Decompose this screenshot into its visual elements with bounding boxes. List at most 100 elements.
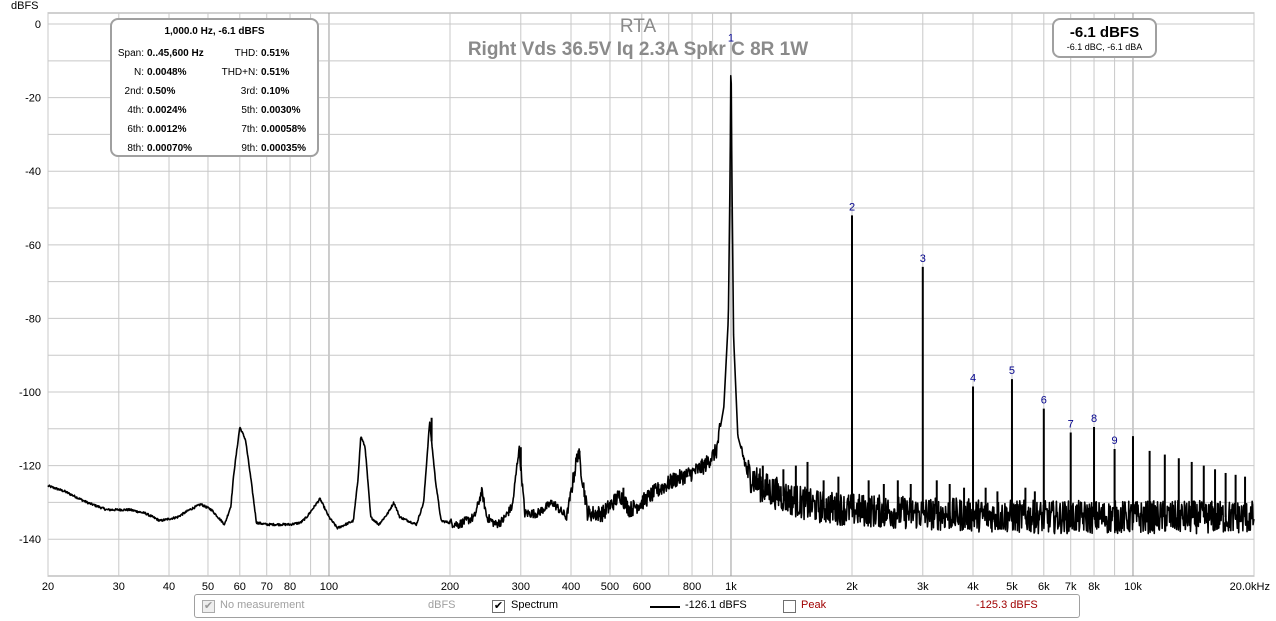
chart-title: RTA <box>620 16 657 37</box>
harmonic-label: 4 <box>970 372 976 384</box>
peak-checkbox[interactable] <box>783 600 796 613</box>
stats-value: 0.50% <box>147 86 176 97</box>
y-tick-label: 0 <box>35 19 41 31</box>
stats-label: 5th: <box>241 105 258 116</box>
stats-value: 0.0048% <box>147 67 187 78</box>
level-weighted: -6.1 dBC, -6.1 dBA <box>1066 42 1143 52</box>
no-measurement-label: No measurement <box>220 599 305 611</box>
stats-label: 8th: <box>127 143 144 154</box>
spectrum-value: -126.1 dBFS <box>685 599 747 611</box>
stats-row: 6th: 0.0012% 7th: 0.00058% <box>112 120 317 139</box>
stats-value: 0.51% <box>261 67 290 78</box>
stats-value: 0..45,600 Hz <box>147 48 204 59</box>
harmonic-label: 6 <box>1041 395 1047 407</box>
y-tick-label: -80 <box>25 313 41 325</box>
stats-cell: THD: 0.51% <box>212 48 312 59</box>
stats-cell: 3rd: 0.10% <box>212 86 312 97</box>
no-measurement-unit: dBFS <box>428 599 456 611</box>
chart-subtitle: Right Vds 36.5V Iq 2.3A Spkr C 8R 1W <box>468 39 808 60</box>
stats-row: 4th: 0.0024% 5th: 0.0030% <box>112 101 317 120</box>
stats-label: 2nd: <box>124 86 144 97</box>
stats-cell: 4th: 0.0024% <box>112 105 212 116</box>
x-tick-label: 7k <box>1065 581 1077 593</box>
stats-cell: Span: 0..45,600 Hz <box>112 48 212 59</box>
stats-value: 0.00058% <box>261 124 307 135</box>
level-readout: -6.1 dBFS -6.1 dBC, -6.1 dBA <box>1052 18 1157 58</box>
y-tick-label: -120 <box>19 461 41 473</box>
stats-value: 0.0012% <box>147 124 187 135</box>
stats-label: 7th: <box>241 124 258 135</box>
no-measurement-checkbox[interactable]: ✔ <box>202 600 215 613</box>
x-tick-label: 200 <box>441 581 459 593</box>
stats-row: 2nd: 0.50% 3rd: 0.10% <box>112 82 317 101</box>
stats-cell: 6th: 0.0012% <box>112 124 212 135</box>
harmonic-label: 2 <box>849 201 855 213</box>
harmonic-labels: 1 2 3 4 5 6 7 8 9 <box>728 32 1118 447</box>
x-tick-label: 50 <box>202 581 214 593</box>
legend-bar: ✔ No measurement dBFS ✔ Spectrum -126.1 … <box>194 594 1080 618</box>
x-tick-label: 80 <box>284 581 296 593</box>
x-tick-label: 30 <box>113 581 125 593</box>
y-tick-label: -40 <box>25 166 41 178</box>
harmonic-label: 5 <box>1009 365 1015 377</box>
stats-label: 4th: <box>127 105 144 116</box>
stats-value: 0.00035% <box>261 143 307 154</box>
x-tick-label: 70 <box>261 581 273 593</box>
y-axis-label: dBFS <box>11 0 39 12</box>
harmonic-spikes <box>430 215 1247 518</box>
y-tick-labels: 0 -20 -40 -60 -80 -100 -120 -140 <box>19 19 41 546</box>
harmonic-label: 7 <box>1068 418 1074 430</box>
harmonic-label: 3 <box>920 253 926 265</box>
stats-label: 6th: <box>127 124 144 135</box>
distortion-stats-box: 1,000.0 Hz, -6.1 dBFS Span: 0..45,600 Hz T… <box>110 18 319 157</box>
x-tick-label: 20.0kHz <box>1230 581 1270 593</box>
stats-cell: 2nd: 0.50% <box>112 86 212 97</box>
spectrum-label: Spectrum <box>511 599 559 611</box>
stats-label: Span: <box>117 48 144 59</box>
x-tick-label: 60 <box>234 581 246 593</box>
stats-value: 0.51% <box>261 48 290 59</box>
y-tick-label: -100 <box>19 387 41 399</box>
spectrum-trace <box>47 74 1255 535</box>
stats-row: 8th: 0.00070% 9th: 0.00035% <box>112 139 317 158</box>
stats-label: THD+N: <box>221 67 258 78</box>
stats-row: N: 0.0048% THD+N: 0.51% <box>112 63 317 82</box>
x-tick-label: 8k <box>1088 581 1100 593</box>
y-tick-label: -60 <box>25 240 41 252</box>
x-tick-label: 4k <box>967 581 979 593</box>
x-tick-label: 2k <box>846 581 858 593</box>
stats-row: Span: 0..45,600 Hz THD: 0.51% <box>112 44 317 63</box>
spectrum-checkbox[interactable]: ✔ <box>492 600 505 613</box>
x-tick-label: 400 <box>562 581 580 593</box>
stats-cell: N: 0.0048% <box>112 67 212 78</box>
stats-label: THD: <box>234 48 258 59</box>
x-tick-label: 10k <box>1124 581 1142 593</box>
stats-cell: 7th: 0.00058% <box>212 124 312 135</box>
y-tick-label: -20 <box>25 93 41 105</box>
x-tick-label: 3k <box>917 581 929 593</box>
peak-label: Peak <box>801 599 827 611</box>
harmonic-label: 8 <box>1091 413 1097 425</box>
harmonic-label: 1 <box>728 32 734 44</box>
x-tick-label: 800 <box>683 581 701 593</box>
x-tick-label: 40 <box>163 581 175 593</box>
x-tick-label: 500 <box>601 581 619 593</box>
y-tick-label: -140 <box>19 534 41 546</box>
stats-value: 0.10% <box>261 86 290 97</box>
stats-label: N: <box>134 67 144 78</box>
spectrum-line-swatch <box>650 606 680 608</box>
level-main: -6.1 dBFS <box>1069 24 1140 41</box>
x-tick-label: 5k <box>1006 581 1018 593</box>
stats-cell: 9th: 0.00035% <box>212 143 312 154</box>
stats-value: 0.0030% <box>261 105 301 116</box>
stats-table: Span: 0..45,600 Hz THD: 0.51% N: 0.0048% THD+N… <box>112 44 317 158</box>
stats-cell: THD+N: 0.51% <box>212 67 312 78</box>
x-tick-label: 6k <box>1038 581 1050 593</box>
harmonic-label: 9 <box>1112 435 1118 447</box>
stats-value: 0.0024% <box>147 105 187 116</box>
stats-cell: 5th: 0.0030% <box>212 105 312 116</box>
x-tick-label: 600 <box>633 581 651 593</box>
stats-label: 9th: <box>241 143 258 154</box>
stats-cell: 8th: 0.00070% <box>112 143 212 154</box>
x-tick-label: 20 <box>42 581 54 593</box>
